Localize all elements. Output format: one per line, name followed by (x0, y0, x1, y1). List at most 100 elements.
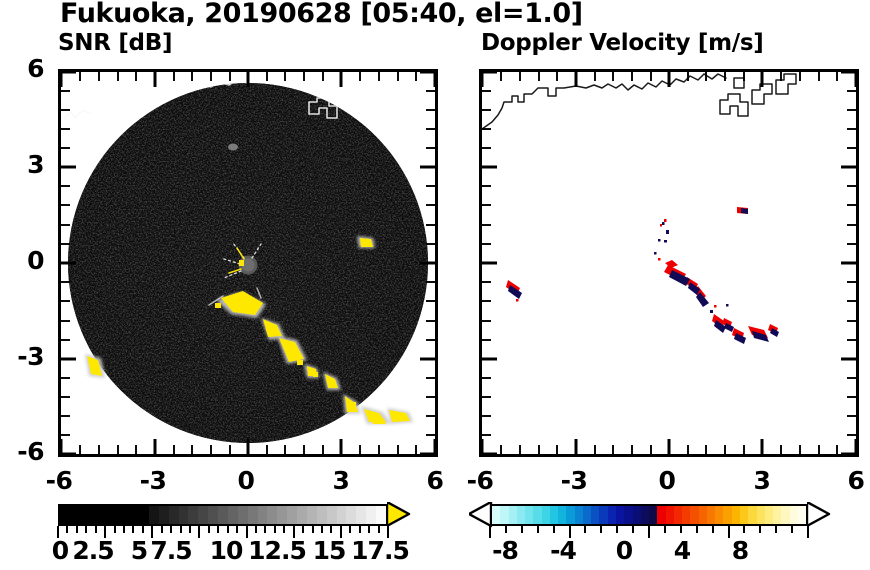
colorbar-minor-tick (791, 526, 794, 533)
colorbar-minor-tick (632, 526, 635, 533)
colorbar-cell-9 (148, 506, 159, 524)
velocity-echo-cells (506, 207, 779, 344)
colorbar-minor-tick (321, 526, 323, 533)
snr-xtick-m6: -6 (45, 466, 73, 495)
colorbar-cell-32 (376, 506, 386, 524)
colorbar-minor-tick (160, 526, 163, 533)
colorbar-minor-tick (141, 526, 144, 533)
colorbar-cell-15 (208, 506, 218, 524)
colorbar-cell-1 (500, 506, 509, 524)
colorbar-minor-tick (368, 526, 371, 533)
colorbar-cell-7 (549, 506, 559, 524)
snr-canvas (61, 72, 435, 454)
colorbar-minor-tick (283, 526, 286, 533)
vel-xtick-6: 6 (847, 466, 865, 495)
snr-ytick-m6: -6 (17, 437, 44, 466)
colorbar-cell-2 (508, 506, 517, 524)
vel-xtick-m6: -6 (466, 466, 494, 495)
panel-title-snr: SNR [dB] (58, 30, 173, 56)
colorbar-major-tick (727, 526, 730, 538)
colorbar-minor-tick (616, 526, 619, 533)
colorbar-major-tick (151, 526, 154, 538)
colorbar-minor-tick (349, 526, 352, 533)
colorbar-cell-11 (168, 506, 179, 524)
colorbar-minor-tick (236, 526, 239, 533)
colorbar-cell-2 (79, 506, 90, 524)
snr-ytick-0: 0 (27, 246, 44, 275)
colorbar-minor-tick (584, 526, 587, 533)
colorbar-major-tick (387, 526, 389, 538)
colorbar-major-tick (104, 526, 107, 538)
colorbar-cell-31 (748, 506, 757, 524)
snr-colorbar-gradient (58, 504, 388, 526)
colorbar-cell-12 (591, 506, 600, 524)
figure-title: Fukuoka, 20190628 [05:40, el=1.0] (60, 0, 583, 29)
snr-cb-label-17p5: 17.5 (351, 536, 410, 565)
colorbar-cell-7 (129, 506, 139, 524)
snr-ytick-m3: -3 (17, 342, 44, 371)
snr-colorbar-ticks (57, 526, 389, 539)
velocity-colorbar[interactable] (469, 502, 831, 538)
colorbar-major-tick (198, 526, 201, 538)
vel-cb-label-m8: -8 (492, 536, 519, 565)
colorbar-cell-30 (356, 506, 367, 524)
colorbar-minor-tick (132, 526, 135, 533)
colorbar-major-tick (245, 526, 248, 538)
snr-ytick-6: 6 (27, 54, 44, 83)
colorbar-cell-19 (649, 506, 658, 524)
colorbar-major-tick (807, 526, 809, 538)
colorbar-minor-tick (207, 526, 210, 533)
colorbar-minor-tick (94, 526, 97, 533)
colorbar-cell-37 (797, 506, 807, 524)
colorbar-cell-24 (690, 506, 699, 524)
plot-area-velocity[interactable] (479, 69, 859, 457)
snr-cb-label-12p5: 12.5 (248, 536, 307, 565)
colorbar-minor-tick (85, 526, 88, 533)
velocity-colorbar-gradient (490, 504, 808, 526)
colorbar-cell-10 (158, 506, 169, 524)
colorbar-cell-20 (657, 506, 666, 524)
colorbar-cell-29 (731, 506, 740, 524)
colorbar-cell-12 (178, 506, 189, 524)
panel-title-velocity: Doppler Velocity [m/s] (481, 30, 764, 56)
colorbar-cell-16 (624, 506, 633, 524)
colorbar-minor-tick (695, 526, 698, 533)
vel-xtick-0: 0 (658, 466, 676, 495)
snr-cb-label-0: 0 (51, 536, 69, 565)
colorbar-minor-tick (775, 526, 778, 533)
colorbar-cell-18 (640, 506, 650, 524)
colorbar-cell-25 (306, 506, 317, 524)
plot-area-snr[interactable] (58, 69, 438, 457)
snr-ytick-3: 3 (27, 150, 44, 179)
colorbar-cell-9 (566, 506, 575, 524)
colorbar-minor-tick (75, 526, 78, 533)
colorbar-cell-24 (297, 506, 307, 524)
velocity-colorbar-ticks (489, 526, 809, 539)
colorbar-cell-28 (723, 506, 732, 524)
colorbar-cell-27 (326, 506, 337, 524)
colorbar-cell-0 (60, 506, 70, 524)
colorbar-minor-tick (504, 526, 507, 533)
snr-colorbar[interactable] (57, 502, 411, 538)
colorbar-cell-19 (247, 506, 258, 524)
vel-cb-label-4: 4 (673, 536, 691, 565)
snr-xtick-0: 0 (237, 466, 255, 495)
colorbar-minor-tick (311, 526, 314, 533)
colorbar-cell-22 (673, 506, 683, 524)
colorbar-cell-3 (89, 506, 100, 524)
colorbar-cell-13 (599, 506, 608, 524)
snr-cb-label-2p5: 2.5 (72, 536, 114, 565)
colorbar-minor-tick (536, 526, 539, 533)
colorbar-major-tick (292, 526, 295, 538)
colorbar-cell-6 (119, 506, 130, 524)
vel-xtick-m3: -3 (560, 466, 588, 495)
vel-cb-label-m4: -4 (550, 536, 577, 565)
colorbar-minor-tick (520, 526, 523, 533)
colorbar-minor-tick (759, 526, 762, 533)
colorbar-cell-32 (756, 506, 765, 524)
colorbar-cell-26 (316, 506, 327, 524)
radar-site-clutter (220, 242, 262, 279)
colorbar-minor-tick (226, 526, 229, 533)
snr-radar-image (62, 83, 428, 443)
snr-xtick-m3: -3 (139, 466, 167, 495)
